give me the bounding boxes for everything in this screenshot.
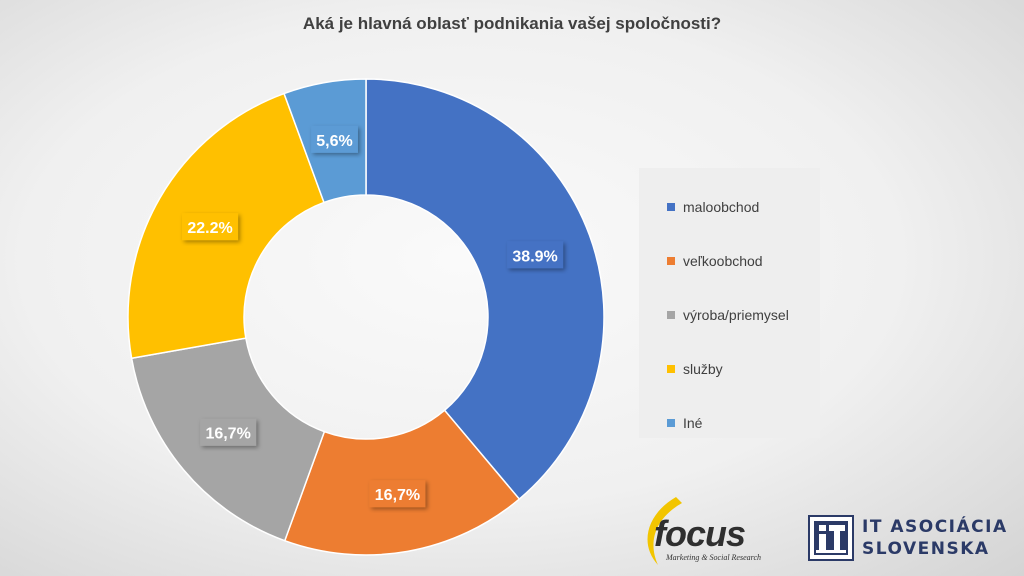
data-label-ine: 5,6% [311, 125, 358, 153]
svg-text:5,6%: 5,6% [316, 133, 352, 150]
it-asociacia-logo: IT ASOCIÁCIA SLOVENSKA [808, 515, 1008, 563]
legend-item-vyroba-priemysel: výroba/priemysel [639, 288, 820, 342]
legend-label: maloobchod [683, 199, 760, 215]
focus-logo-tagline: Marketing & Social Research [666, 553, 762, 562]
it-asociacia-line1: IT ASOCIÁCIA [862, 517, 1008, 537]
svg-text:16,7%: 16,7% [375, 487, 420, 504]
slice-maloobchod [365, 78, 605, 501]
svg-text:16,7%: 16,7% [205, 426, 250, 443]
legend-label: veľkoobchod [683, 253, 763, 269]
legend-swatch [667, 419, 675, 427]
data-label-sluzby: 22.2% [182, 213, 239, 241]
data-label-maloobchod: 38.9% [507, 241, 564, 269]
data-label-velkoobchod: 16,7% [369, 480, 426, 508]
svg-text:38.9%: 38.9% [512, 248, 557, 265]
focus-logo: focus Marketing & Social Research [636, 495, 776, 567]
svg-text:22.2%: 22.2% [187, 220, 232, 237]
it-asociacia-emblem-icon [808, 515, 854, 561]
chart-legend: maloobchod veľkoobchod výroba/priemysel slu… [639, 168, 820, 438]
legend-item-sluzby: služby [639, 342, 820, 396]
legend-swatch [667, 365, 675, 373]
legend-swatch [667, 203, 675, 211]
legend-item-ine: Iné [639, 396, 820, 450]
focus-logo-word: focus [654, 513, 746, 554]
legend-swatch [667, 311, 675, 319]
legend-item-velkoobchod: veľkoobchod [639, 234, 820, 288]
legend-item-maloobchod: maloobchod [639, 180, 820, 234]
it-asociacia-line2: SLOVENSKA [862, 539, 990, 559]
legend-label: výroba/priemysel [683, 307, 789, 323]
legend-label: služby [683, 361, 723, 377]
chart-title: Aká je hlavná oblasť podnikania vašej sp… [302, 14, 722, 33]
data-label-vyroba-priemysel: 16,7% [200, 418, 257, 446]
legend-label: Iné [683, 415, 703, 431]
legend-swatch [667, 257, 675, 265]
